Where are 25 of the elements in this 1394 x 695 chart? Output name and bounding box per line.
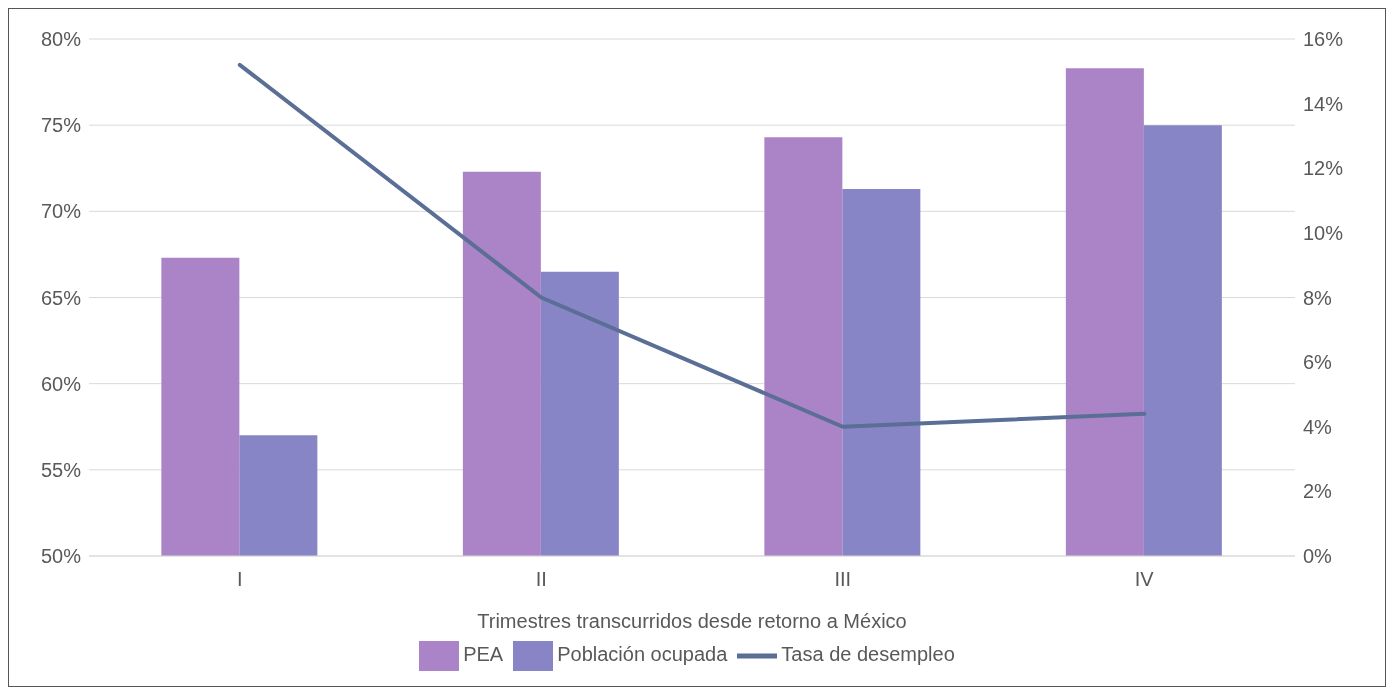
- y2-tick-label: 8%: [1303, 286, 1333, 309]
- y-tick-label: 55%: [40, 458, 82, 481]
- y-tick-label: 70%: [40, 200, 82, 223]
- legend-label: Población ocupada: [557, 643, 728, 666]
- y2-tick-label: 12%: [1303, 157, 1344, 180]
- y-tick-label: 50%: [40, 545, 82, 568]
- x-tick-label: II: [535, 568, 547, 591]
- y-tick-label: 65%: [40, 286, 82, 309]
- y2-tick-label: 6%: [1303, 351, 1333, 374]
- y2-tick-label: 2%: [1303, 480, 1333, 503]
- x-tick-label: III: [834, 568, 852, 591]
- y-tick-label: 60%: [40, 372, 82, 395]
- legend-label: PEA: [463, 643, 504, 666]
- line-series: [237, 62, 1147, 429]
- x-tick-label: I: [236, 568, 243, 591]
- x-axis-title: Trimestres transcurridos desde retorno a México: [477, 610, 907, 632]
- y-tick-label: 80%: [40, 28, 82, 51]
- x-tick-label: IV: [1134, 568, 1155, 591]
- y2-tick-label: 0%: [1303, 545, 1333, 568]
- y-tick-label: 75%: [40, 114, 82, 137]
- y2-tick-label: 14%: [1303, 92, 1344, 115]
- y2-tick-label: 10%: [1303, 221, 1344, 244]
- y2-tick-label: 4%: [1303, 415, 1333, 438]
- legend-label: Tasa de desempleo: [781, 643, 955, 666]
- y2-tick-label: 16%: [1303, 28, 1344, 51]
